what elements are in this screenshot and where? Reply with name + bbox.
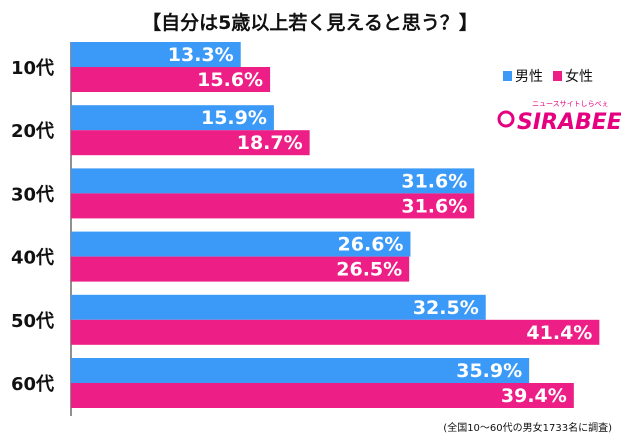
bar-value-label-male-3: 26.6% <box>338 234 404 256</box>
bar-female-4 <box>71 319 600 345</box>
logo-subtext: ニュースサイトしらべぇ <box>532 100 609 108</box>
bar-male-2 <box>71 168 475 194</box>
bar-value-label-male-2: 31.6% <box>401 170 467 192</box>
bar-value-label-male-5: 35.9% <box>456 360 522 382</box>
legend-swatch-male <box>503 71 512 81</box>
bar-value-label-male-4: 32.5% <box>413 297 479 319</box>
bars-layer: 13.3% 15.6% 15.9% 18.7% 31.6% 31.6% 26.6% 26.5%… <box>71 42 600 408</box>
bar-value-label-female-5: 39.4% <box>501 385 567 407</box>
bar-female-0 <box>71 67 271 92</box>
bar-female-1 <box>71 130 310 156</box>
bar-male-1 <box>71 105 274 131</box>
bar-male-3 <box>71 231 411 257</box>
chart-title: 【自分は5歳以上若く見えると思う？】 <box>142 11 478 34</box>
legend-label-male: 男性 <box>515 69 543 85</box>
footnote: (全国10〜60代の男女1733名に調査) <box>443 421 612 434</box>
bar-female-2 <box>71 193 475 219</box>
bar-value-label-female-4: 41.4% <box>526 322 592 344</box>
bar-male-4 <box>71 294 486 320</box>
logo-wordmark: SIRABEE <box>517 110 621 135</box>
sirabee-logo: SIRABEE ニュースサイトしらべぇ <box>497 100 621 135</box>
bar-value-label-female-0: 15.6% <box>197 69 263 91</box>
legend: 男性 女性 <box>503 68 593 85</box>
category-label-4: 50代 <box>11 311 54 332</box>
bar-value-label-female-1: 18.7% <box>237 132 303 154</box>
bar-female-3 <box>71 256 410 282</box>
bar-value-label-female-2: 31.6% <box>401 195 467 217</box>
category-label-3: 40代 <box>11 248 54 269</box>
category-labels: 10代 20代 30代 40代 50代 60代 <box>11 58 54 395</box>
bar-value-label-male-0: 13.3% <box>168 44 234 66</box>
legend-swatch-female <box>553 71 562 81</box>
bar-value-label-female-3: 26.5% <box>336 259 402 281</box>
bar-male-0 <box>71 42 241 67</box>
category-label-0: 10代 <box>11 58 54 79</box>
bar-value-label-male-1: 15.9% <box>201 107 267 129</box>
legend-label-female: 女性 <box>565 68 593 85</box>
bar-female-5 <box>71 383 574 408</box>
bar-male-5 <box>71 358 530 383</box>
category-label-5: 60代 <box>11 374 54 395</box>
logo-ring-icon <box>497 110 515 128</box>
category-label-1: 20代 <box>11 121 54 142</box>
category-label-2: 30代 <box>11 184 54 205</box>
